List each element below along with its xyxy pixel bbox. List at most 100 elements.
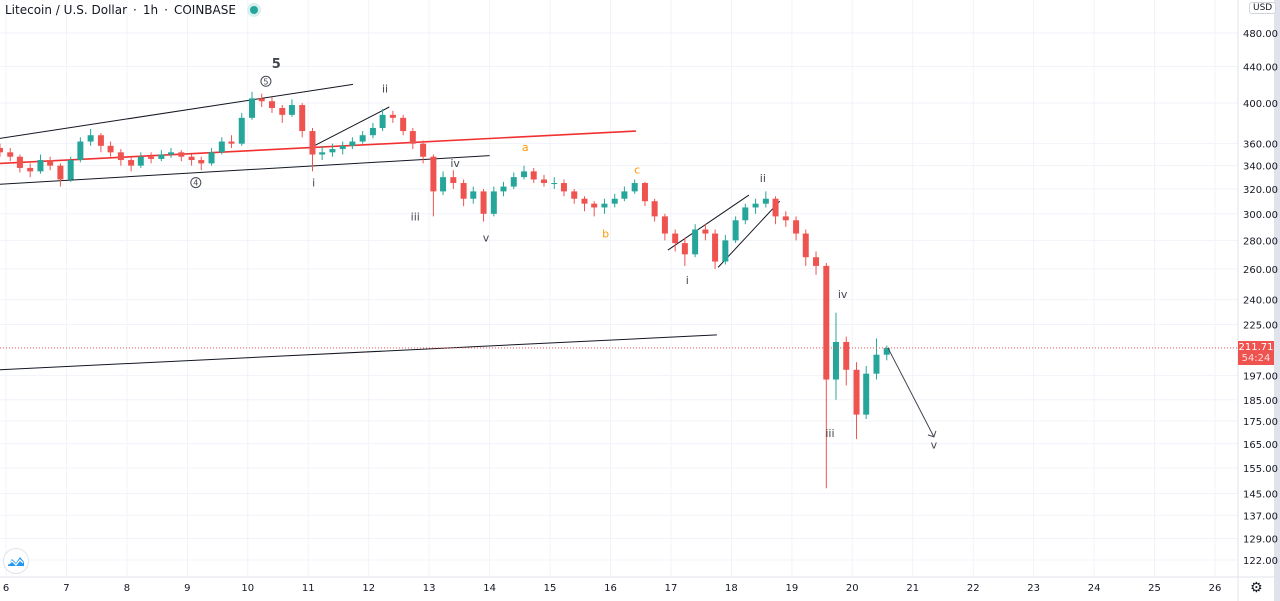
- interval[interactable]: 1h: [142, 3, 159, 17]
- candle-body: [541, 179, 548, 184]
- candle: [510, 172, 517, 189]
- candle: [752, 198, 759, 214]
- date-tick-label: 26: [1209, 583, 1222, 594]
- price-tick-label: 155.00: [1243, 464, 1278, 475]
- date-tick-label: 8: [124, 583, 130, 594]
- candle-body: [802, 233, 809, 258]
- candle-body: [843, 341, 850, 370]
- candle-body: [188, 156, 195, 161]
- candle: [631, 179, 638, 194]
- candle-body: [47, 160, 54, 166]
- candle-body: [128, 160, 135, 166]
- candle-body: [137, 156, 144, 166]
- candle-body: [249, 98, 256, 118]
- wave-label: v: [483, 232, 490, 245]
- date-tick-label: 15: [544, 583, 557, 594]
- candle-body: [672, 233, 679, 244]
- candle: [168, 147, 175, 158]
- candle: [490, 186, 497, 217]
- candle: [641, 181, 648, 207]
- candle-body: [611, 198, 618, 204]
- candle: [802, 229, 809, 266]
- candle: [762, 191, 769, 208]
- wave-label: iii: [411, 210, 420, 223]
- candle: [249, 91, 256, 120]
- candle: [0, 143, 3, 157]
- candle: [87, 128, 94, 146]
- candle-body: [409, 131, 416, 144]
- candle: [551, 177, 558, 189]
- candle: [198, 156, 205, 171]
- candle-body: [490, 191, 497, 214]
- candle-body: [299, 105, 306, 132]
- candle: [470, 186, 477, 204]
- trendline: [717, 200, 781, 268]
- candle: [621, 186, 628, 202]
- date-tick-label: 16: [604, 583, 617, 594]
- price-tick-label: 137.00: [1243, 511, 1278, 522]
- candle-body: [178, 152, 185, 157]
- candle-body: [530, 171, 537, 180]
- candle: [268, 97, 275, 113]
- price-tick-label: 165.00: [1243, 440, 1278, 451]
- candle-body: [752, 203, 759, 208]
- candle: [208, 147, 215, 166]
- currency-label[interactable]: USD: [1249, 2, 1277, 14]
- candle-body: [27, 167, 34, 172]
- wave-label: ii: [760, 172, 766, 185]
- candle-body: [198, 160, 205, 164]
- candle: [692, 224, 699, 258]
- candle: [128, 156, 135, 172]
- wave-circle: [260, 75, 272, 87]
- candle-body: [379, 114, 386, 128]
- candle-body: [883, 347, 890, 355]
- tradingview-logo-icon[interactable]: [3, 548, 29, 574]
- wave-label: iv: [838, 288, 848, 301]
- date-tick-label: 20: [846, 583, 859, 594]
- candle: [27, 163, 34, 178]
- candle: [339, 141, 346, 155]
- projection-arrow: [887, 347, 935, 438]
- price-tick-label: 145.00: [1243, 490, 1278, 501]
- candle-body: [722, 240, 729, 262]
- price-tick-label: 129.00: [1243, 534, 1278, 545]
- candle-body: [480, 191, 487, 214]
- candle-body: [681, 243, 688, 255]
- candle-body: [702, 229, 709, 234]
- price-tick-label: 197.00: [1243, 372, 1278, 383]
- candle-body: [793, 220, 800, 234]
- candle-body: [389, 114, 396, 118]
- date-tick-label: 17: [665, 583, 678, 594]
- candle-body: [148, 156, 155, 159]
- candle-body: [581, 198, 588, 204]
- candle-body: [228, 141, 235, 144]
- candle: [258, 93, 265, 108]
- candle-body: [460, 183, 467, 199]
- candle-body: [692, 229, 699, 255]
- candle: [440, 171, 447, 196]
- candle-body: [510, 177, 517, 187]
- candle-body: [823, 265, 830, 380]
- wave-label: i: [686, 274, 689, 287]
- candle-body: [430, 156, 437, 192]
- candle: [7, 147, 14, 162]
- candle: [319, 145, 326, 161]
- date-tick-label: 11: [302, 583, 315, 594]
- candle-body: [551, 183, 558, 185]
- candle: [16, 154, 23, 173]
- candle: [359, 131, 366, 144]
- separator: ·: [133, 3, 137, 17]
- candle-body: [591, 203, 598, 208]
- candle-body: [117, 152, 124, 161]
- candle-body: [208, 152, 215, 164]
- settings-gear-icon[interactable]: ⚙: [1250, 580, 1263, 596]
- red-trendline: [0, 130, 636, 165]
- wave-label: ii: [382, 83, 388, 96]
- price-tick-label: 300.00: [1243, 210, 1278, 221]
- candle: [460, 179, 467, 207]
- candle: [873, 338, 880, 380]
- candle: [823, 262, 830, 489]
- candle: [299, 103, 306, 138]
- date-tick-label: 22: [967, 583, 980, 594]
